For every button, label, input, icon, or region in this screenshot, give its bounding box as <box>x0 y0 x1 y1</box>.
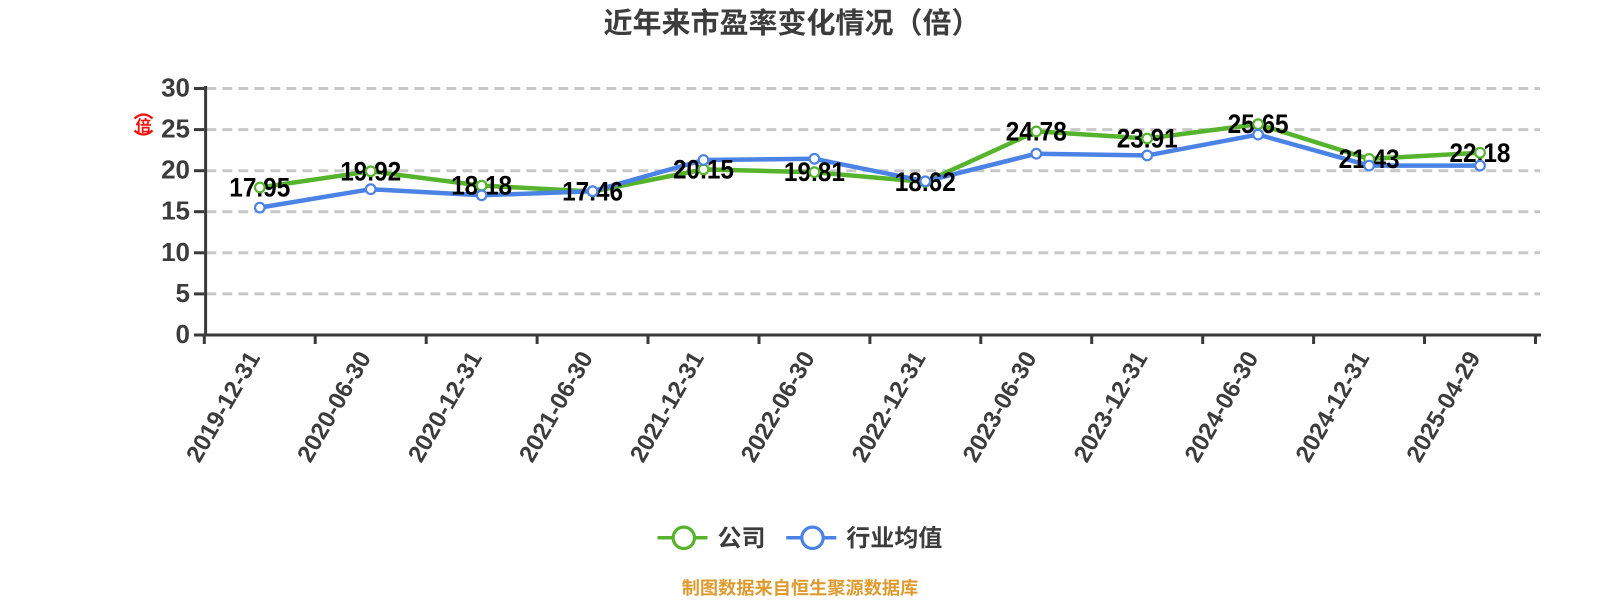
svg-text:30: 30 <box>161 73 190 103</box>
svg-text:0: 0 <box>176 319 190 349</box>
svg-text:15: 15 <box>161 196 190 226</box>
svg-text:25: 25 <box>161 114 190 144</box>
svg-text:10: 10 <box>161 237 190 267</box>
svg-text:5: 5 <box>176 278 190 308</box>
svg-text:20: 20 <box>161 155 190 185</box>
